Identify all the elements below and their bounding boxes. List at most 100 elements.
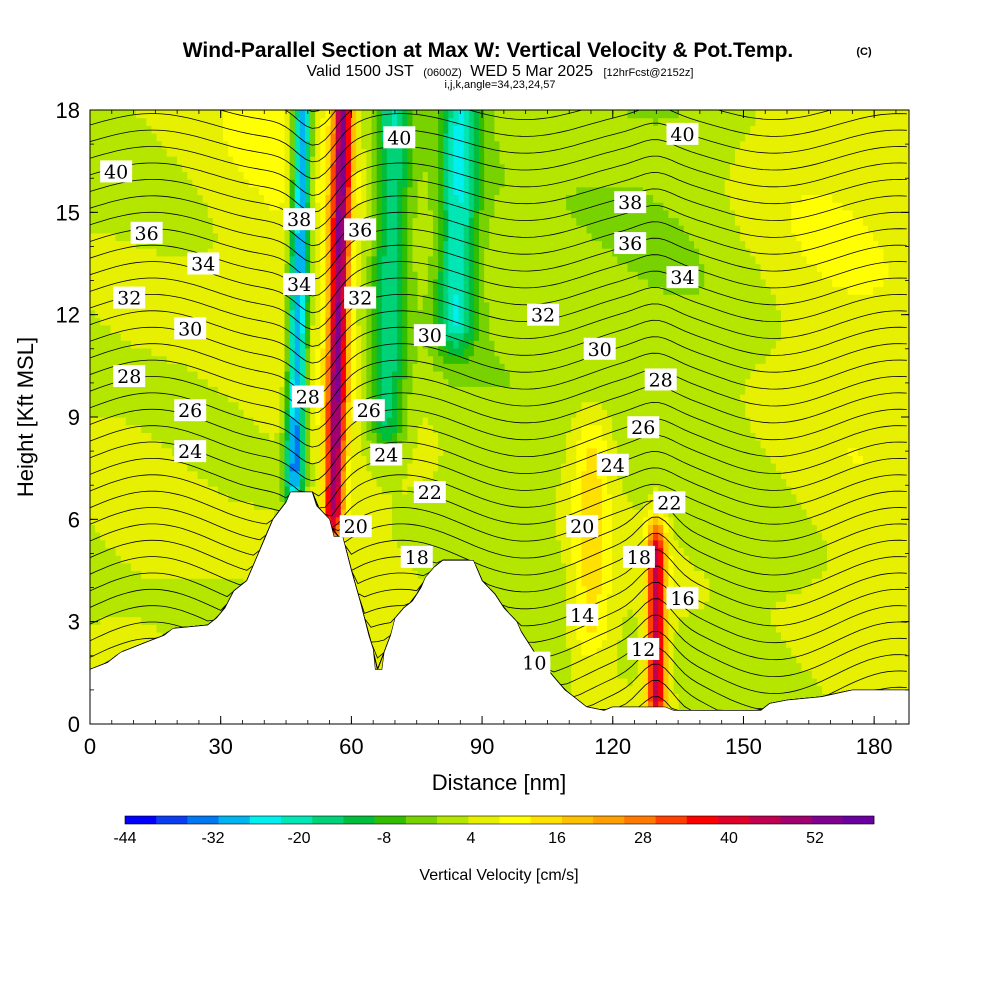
velocity-cell bbox=[304, 332, 311, 341]
velocity-cell bbox=[212, 547, 219, 556]
velocity-cell bbox=[356, 347, 362, 357]
velocity-cell bbox=[340, 217, 347, 226]
velocity-cell bbox=[361, 324, 368, 334]
velocity-cell bbox=[212, 409, 219, 418]
velocity-cell bbox=[371, 271, 378, 280]
velocity-cell bbox=[264, 163, 270, 172]
velocity-cell bbox=[161, 194, 168, 203]
velocity-cell bbox=[223, 486, 229, 495]
velocity-cell bbox=[381, 593, 388, 602]
velocity-cell bbox=[223, 570, 229, 579]
velocity-cell bbox=[258, 194, 265, 203]
velocity-cell bbox=[207, 417, 214, 426]
velocity-cell bbox=[289, 110, 296, 119]
velocity-cell bbox=[130, 455, 137, 464]
velocity-cell bbox=[171, 501, 178, 510]
velocity-cell bbox=[248, 455, 255, 464]
velocity-cell bbox=[141, 255, 147, 265]
velocity-cell bbox=[171, 593, 178, 602]
velocity-cell bbox=[202, 585, 209, 595]
velocity-cell bbox=[371, 355, 378, 364]
velocity-cell bbox=[269, 309, 275, 318]
velocity-cell bbox=[233, 486, 240, 495]
velocity-cell bbox=[248, 140, 255, 149]
velocity-cell bbox=[330, 340, 337, 349]
velocity-cell bbox=[335, 225, 342, 234]
velocity-cell bbox=[248, 386, 255, 395]
velocity-cell bbox=[146, 585, 153, 595]
velocity-cell bbox=[136, 179, 142, 188]
velocity-cell bbox=[330, 478, 337, 487]
velocity-cell bbox=[110, 470, 117, 479]
velocity-cell bbox=[90, 639, 96, 648]
velocity-cell bbox=[340, 171, 347, 180]
velocity-cell bbox=[351, 378, 357, 387]
velocity-cell bbox=[320, 355, 327, 364]
velocity-cell bbox=[351, 117, 357, 126]
velocity-cell bbox=[95, 202, 101, 211]
velocity-cell bbox=[120, 432, 127, 441]
velocity-cell bbox=[310, 447, 316, 456]
velocity-cell bbox=[356, 140, 362, 149]
velocity-cell bbox=[238, 263, 245, 272]
velocity-cell bbox=[320, 347, 327, 357]
velocity-cell bbox=[187, 286, 193, 295]
velocity-cell bbox=[166, 171, 173, 180]
velocity-cell bbox=[289, 486, 296, 495]
velocity-cell bbox=[274, 186, 280, 196]
velocity-cell bbox=[217, 317, 224, 326]
velocity-cell bbox=[264, 225, 270, 234]
velocity-cell bbox=[366, 179, 373, 188]
velocity-cell bbox=[253, 140, 260, 149]
velocity-cell bbox=[299, 309, 306, 318]
velocity-cell bbox=[345, 355, 352, 364]
velocity-cell bbox=[177, 179, 183, 188]
velocity-cell bbox=[146, 363, 153, 372]
velocity-cell bbox=[192, 424, 199, 433]
velocity-cell bbox=[397, 493, 403, 503]
velocity-cell bbox=[207, 340, 214, 349]
velocity-cell bbox=[115, 532, 122, 541]
velocity-cell bbox=[125, 263, 132, 272]
velocity-cell bbox=[202, 539, 209, 549]
velocity-cell bbox=[197, 133, 204, 142]
velocity-cell bbox=[376, 516, 383, 526]
velocity-cell bbox=[243, 347, 250, 357]
velocity-cell bbox=[187, 539, 193, 549]
velocity-cell bbox=[120, 639, 127, 648]
velocity-cell bbox=[146, 409, 153, 418]
velocity-cell bbox=[366, 332, 373, 341]
velocity-cell bbox=[187, 486, 193, 495]
velocity-cell bbox=[100, 486, 106, 495]
velocity-cell bbox=[371, 117, 378, 126]
velocity-cell bbox=[192, 432, 199, 441]
velocity-cell bbox=[315, 493, 321, 503]
velocity-cell bbox=[243, 417, 250, 426]
velocity-cell bbox=[279, 278, 286, 288]
velocity-cell bbox=[192, 601, 199, 610]
velocity-cell bbox=[223, 248, 229, 257]
velocity-cell bbox=[177, 432, 183, 441]
velocity-cell bbox=[345, 263, 352, 272]
velocity-cell bbox=[233, 317, 240, 326]
velocity-cell bbox=[223, 179, 229, 188]
velocity-cell bbox=[100, 524, 106, 533]
velocity-cell bbox=[177, 493, 183, 503]
velocity-cell bbox=[141, 156, 147, 165]
velocity-cell bbox=[161, 378, 168, 387]
velocity-cell bbox=[105, 179, 112, 188]
velocity-cell bbox=[284, 378, 291, 387]
velocity-cell bbox=[269, 501, 275, 510]
velocity-cell bbox=[361, 163, 368, 172]
velocity-cell bbox=[233, 447, 240, 456]
velocity-cell bbox=[258, 209, 265, 219]
velocity-cell bbox=[120, 309, 127, 318]
velocity-cell bbox=[299, 248, 306, 257]
velocity-cell bbox=[192, 493, 199, 503]
velocity-cell bbox=[345, 470, 352, 479]
velocity-cell bbox=[345, 486, 352, 495]
velocity-cell bbox=[325, 248, 332, 257]
velocity-cell bbox=[299, 324, 306, 334]
velocity-cell bbox=[371, 386, 378, 395]
velocity-cell bbox=[110, 547, 117, 556]
